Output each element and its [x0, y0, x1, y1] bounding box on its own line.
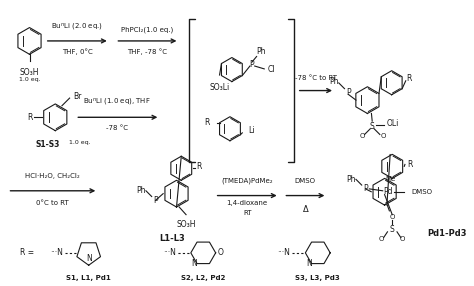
Text: RT: RT: [243, 210, 251, 216]
Text: Bu$^n$Li (1.0 eq), THF: Bu$^n$Li (1.0 eq), THF: [83, 97, 151, 108]
Text: P: P: [249, 59, 254, 69]
Text: S1, L1, Pd1: S1, L1, Pd1: [66, 275, 111, 281]
Text: ···N: ···N: [277, 248, 290, 257]
Text: S2, L2, Pd2: S2, L2, Pd2: [181, 275, 226, 281]
Text: P: P: [363, 184, 368, 193]
Text: 1.0 eq.: 1.0 eq.: [18, 77, 40, 82]
Text: SO₃Li: SO₃Li: [210, 83, 230, 92]
Text: DMSO: DMSO: [411, 189, 432, 195]
Text: R: R: [205, 118, 210, 127]
Text: Bu$^n$Li (2.0 eq.): Bu$^n$Li (2.0 eq.): [51, 22, 103, 33]
Text: DMSO: DMSO: [295, 178, 316, 184]
Text: ···N: ···N: [163, 248, 175, 257]
Text: R: R: [196, 162, 201, 171]
Text: R: R: [406, 74, 412, 84]
Text: HCl·H₂O, CH₂Cl₂: HCl·H₂O, CH₂Cl₂: [25, 173, 80, 179]
Text: O: O: [381, 133, 386, 139]
Text: THF, 0°C: THF, 0°C: [62, 49, 92, 55]
Text: Ph: Ph: [346, 175, 356, 184]
Text: S3, L3, Pd3: S3, L3, Pd3: [295, 275, 340, 281]
Text: Pd1-Pd3: Pd1-Pd3: [428, 229, 467, 238]
Text: (TMEDA)PdMe₂: (TMEDA)PdMe₂: [221, 178, 273, 184]
Text: L1-L3: L1-L3: [159, 234, 184, 243]
Text: O: O: [379, 237, 384, 243]
Text: ···N: ···N: [50, 248, 63, 257]
Text: Ph: Ph: [137, 186, 146, 195]
Text: O: O: [360, 133, 365, 139]
Text: 1.0 eq.: 1.0 eq.: [69, 140, 90, 145]
Text: N: N: [86, 254, 91, 263]
Text: 0°C to RT: 0°C to RT: [36, 200, 69, 206]
Text: R: R: [408, 160, 413, 169]
Text: P: P: [346, 88, 351, 97]
Text: -78 °C to RT: -78 °C to RT: [295, 75, 337, 81]
Text: Ph: Ph: [256, 47, 266, 56]
Text: R: R: [27, 113, 32, 122]
Text: R =: R =: [20, 248, 34, 257]
Text: SO₃H: SO₃H: [176, 221, 196, 229]
Text: O: O: [218, 248, 223, 257]
Text: N: N: [191, 259, 197, 268]
Text: PhPCl₂(1.0 eq.): PhPCl₂(1.0 eq.): [121, 27, 173, 33]
Text: Br: Br: [73, 92, 82, 101]
Text: S: S: [370, 122, 374, 131]
Text: S: S: [390, 225, 395, 235]
Text: Cl: Cl: [268, 65, 275, 74]
Text: SO₃H: SO₃H: [20, 68, 39, 77]
Text: O: O: [400, 237, 405, 243]
Text: O: O: [390, 214, 395, 220]
Text: Me: Me: [385, 176, 395, 182]
Text: THF, -78 °C: THF, -78 °C: [127, 49, 167, 55]
Text: Li: Li: [248, 126, 255, 136]
Text: 1,4-dioxane: 1,4-dioxane: [227, 200, 268, 206]
Text: Pd: Pd: [383, 187, 393, 196]
Text: -78 °C: -78 °C: [106, 125, 128, 131]
Text: Δ: Δ: [302, 205, 308, 214]
Text: P: P: [153, 196, 158, 205]
Text: S1-S3: S1-S3: [36, 140, 60, 149]
Text: N: N: [306, 259, 311, 268]
Text: Ph: Ph: [329, 77, 339, 86]
Text: OLi: OLi: [386, 118, 399, 128]
